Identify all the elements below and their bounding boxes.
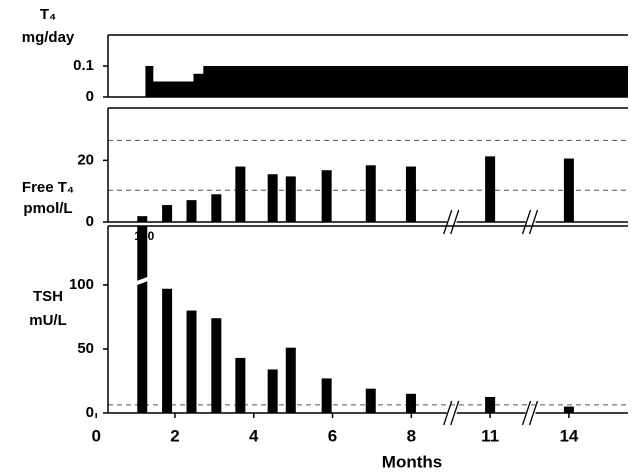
bar [211, 318, 222, 413]
x-tick-label: 11 [481, 426, 499, 445]
axis-break [521, 209, 532, 235]
bar [285, 347, 296, 413]
y-tick-label: 0 [86, 213, 94, 230]
panel [108, 226, 628, 413]
bar [186, 310, 197, 413]
bar [405, 393, 416, 413]
y-axis-label: T₄ [40, 6, 56, 23]
panel [145, 66, 628, 97]
x-tick-label: 4 [249, 426, 259, 445]
bar [162, 205, 173, 222]
bar [267, 174, 278, 222]
axis-break [528, 209, 539, 235]
y-axis-label: TSH [33, 288, 63, 305]
axis-break [521, 400, 532, 426]
y-tick-label: 20 [77, 151, 94, 168]
bar [485, 156, 496, 222]
axis-gap [525, 219, 536, 225]
bar [235, 166, 246, 222]
axis-gap [446, 410, 457, 416]
axis-break [450, 209, 460, 235]
bar [365, 388, 376, 413]
x-tick-label: 14 [559, 426, 578, 445]
axis-break [443, 400, 453, 426]
y-tick-label: 50 [77, 340, 94, 357]
bar [563, 406, 574, 413]
y-tick-label: 100 [69, 276, 94, 293]
x-tick-label: 8 [407, 426, 416, 445]
bar-break [133, 276, 151, 286]
bar [235, 357, 246, 413]
bar [211, 194, 222, 222]
y-tick-label: 0 [86, 404, 94, 421]
panel [108, 139, 628, 222]
axis-gap [446, 219, 457, 225]
bar [485, 396, 496, 413]
y-axis-label: Free T₄ [22, 179, 74, 196]
x-axis-label: Months [382, 452, 442, 471]
bar [137, 226, 148, 413]
x-tick-label: 0 [91, 426, 100, 445]
bar [285, 176, 296, 222]
dose-area [145, 66, 628, 97]
x-tick-label: 6 [328, 426, 337, 445]
bar [186, 200, 197, 222]
y-axis-label: mU/L [29, 312, 67, 329]
bar [267, 369, 278, 413]
x-tick-label: 2 [170, 426, 179, 445]
bar [365, 165, 376, 222]
y-tick-label: 0 [86, 88, 94, 105]
bar [321, 378, 332, 413]
axis-break [443, 209, 453, 235]
bar [321, 170, 332, 222]
y-axis-label: mg/day [22, 29, 75, 46]
bar [405, 166, 416, 222]
axis-gap [525, 410, 536, 416]
axis-break [528, 400, 539, 426]
y-axis-label: pmol/L [23, 200, 72, 217]
bar [162, 288, 173, 413]
bar [137, 216, 148, 222]
y-tick-label: 0.1 [73, 57, 94, 74]
axis-break [450, 400, 460, 426]
bar [563, 158, 574, 222]
value-label: 160 [134, 229, 154, 243]
